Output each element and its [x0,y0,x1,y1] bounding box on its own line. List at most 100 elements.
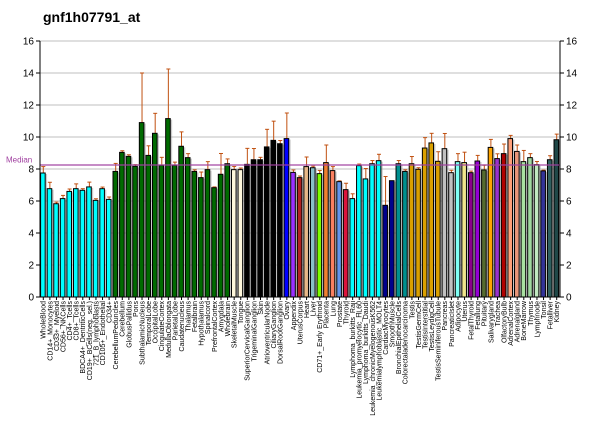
x-tick-label: TestisLeydigCell [429,301,436,352]
bar [309,167,316,298]
y-tick-label: 6 [28,197,34,208]
y-tick-label: 2 [566,261,572,272]
bar [514,150,520,298]
x-tick-label: BronchialEpithelialCells [396,301,403,375]
bar [428,142,435,298]
x-tick-label: Leukemialymphoblastic_MOLT4 [376,301,383,401]
bar [138,122,145,298]
x-tick-label: Colorectaladenocarcinoma [403,301,410,384]
bar [316,173,323,298]
x-tick-label: Hypothalamus [199,301,206,346]
x-tick-label: Ovary [284,301,291,320]
y-tick-label: 10 [23,133,35,144]
x-tick-label: Adrenalgland [515,301,522,342]
y-tick-label: 8 [566,165,572,176]
bar [125,155,132,298]
x-tick-label: CD33+_Myeloid [54,301,61,351]
bar [415,168,421,298]
x-tick-label: Pons [133,301,140,317]
bar [158,164,165,298]
y-tick-label: 14 [23,69,35,80]
bar [132,165,138,298]
y-tick-label: 2 [28,261,34,272]
bar [441,148,448,298]
x-tick-label: TemporalLobe [146,301,153,345]
x-tick-label: Fetalliver [548,300,555,329]
x-tick-label: UterusCorpus [297,301,304,345]
bar [527,157,533,298]
y-tick-label: 10 [566,133,578,144]
bar [500,153,507,298]
bar [263,146,270,298]
bar [520,161,527,298]
y-tick-label: 0 [566,293,572,304]
bar [540,170,546,298]
x-tick-label: CD56+_NKCells [60,301,67,353]
bar [165,118,171,298]
bar [171,164,178,298]
x-tick-label: CD34+ [107,301,114,323]
bar [467,172,474,298]
x-tick-label: Lymphoma_burkitts_Daudi [363,301,370,384]
bar [46,188,53,298]
chart-title: gnf1h07791_at [43,9,141,25]
x-tick-label: Amygdala [218,301,225,332]
x-tick-label: Fetalbrain [192,301,199,332]
bar [99,188,105,298]
x-tick-label: Uterus [462,301,469,322]
x-tick-label: Thalamus [186,301,193,332]
x-tick-label: Thymus [528,301,535,326]
bar [323,162,329,298]
x-tick-label: Tongue [238,301,245,324]
bar [119,151,125,298]
x-tick-label: Lung [330,301,337,317]
x-tick-label: CerebellumPeduncles [113,301,120,370]
x-tick-label: Thyroid [343,301,350,324]
y-tick-label: 8 [28,165,34,176]
x-tick-label: SkeletalMuscle [232,301,239,348]
y-tick-label: 14 [566,69,578,80]
bar [79,189,86,298]
bar [257,159,263,298]
x-tick-label: Tonsil [541,301,548,319]
bar [388,180,395,298]
bar [244,163,250,298]
x-tick-label: Appendix [291,301,298,331]
x-tick-label: Skin [258,301,265,315]
x-tick-label: Prostate [337,301,344,327]
bar [290,171,296,298]
bar [178,145,184,298]
bar [349,198,356,298]
bar [151,132,158,298]
x-tick-label: Heart [304,301,311,318]
bar [375,160,382,298]
bar [53,203,59,298]
bar [553,139,560,298]
x-tick-label: Pituitary [482,301,489,327]
bar [408,163,415,298]
x-tick-label: Caudatenucleus [179,301,186,352]
x-tick-label: AdrenalCortex [508,301,515,346]
bar [92,199,99,298]
x-tick-label: DorsalRootGanglion [278,301,285,364]
x-tick-label: Wholebrain [225,301,232,337]
bar [283,138,290,298]
x-tick-label: CingulateCortex [159,301,166,352]
y-tick-label: 16 [23,37,35,48]
x-tick-label: CiliaryGanglion [271,301,278,349]
bar [533,164,540,298]
x-tick-label: WholeBlood [41,301,48,339]
x-tick-label: Leukemia_promyelocytic_HL60 [357,301,364,399]
x-tick-label: CD14+_Monocytes [47,301,54,361]
y-tick-label: 6 [566,197,572,208]
x-tick-label: PrefrontalCortex [212,301,219,352]
median-label: Median [6,156,32,165]
x-tick-label: CD19+_BCells(neg._sel.) [87,301,94,380]
bar [184,157,191,298]
x-tick-label: SubthalamicNucleus [139,301,146,365]
bar [329,170,336,298]
bar [362,178,369,298]
x-tick-label: PancreaticIslet [449,301,456,347]
x-tick-label: Lymphoma_burkitts_Raji [350,301,357,378]
x-tick-label: Pancreas [442,301,449,331]
